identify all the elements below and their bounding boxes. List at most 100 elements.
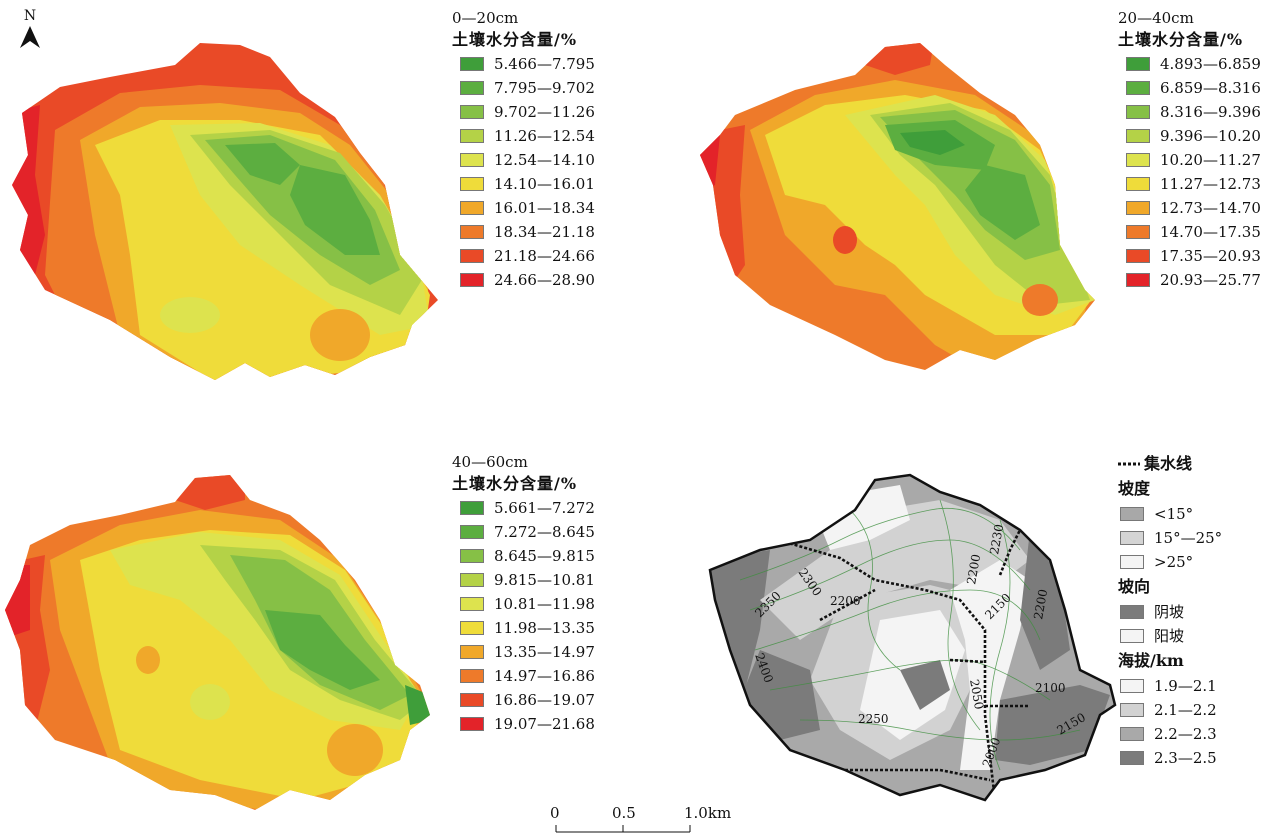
legend-label: 16.86—19.07 — [494, 691, 595, 709]
legend-label: 11.98—13.35 — [494, 619, 595, 637]
moisture-map-20-40cm — [700, 43, 1095, 370]
legend-label: 2.2—2.3 — [1154, 724, 1217, 743]
legend-label: 5.661—7.272 — [494, 499, 595, 517]
legend-item: 10.20—11.27 — [1118, 148, 1261, 172]
legend-item: 7.795—9.702 — [452, 76, 595, 100]
legend-label: >25° — [1154, 552, 1194, 571]
legend-swatch — [460, 273, 484, 287]
legend-item: >25° — [1118, 550, 1222, 574]
legend-swatch — [460, 693, 484, 707]
legend-label: 4.893—6.859 — [1160, 55, 1261, 73]
legend-0-20cm: 0—20cm 土壤水分含量/% 5.466—7.795 7.795—9.702 … — [452, 8, 595, 292]
legend-swatch — [1126, 225, 1150, 239]
north-label: N — [23, 8, 37, 24]
north-arrow-icon — [20, 26, 40, 48]
legend-label: 18.34—21.18 — [494, 223, 595, 241]
contour-label: 2100 — [1035, 681, 1066, 695]
legend-label: 24.66—28.90 — [494, 271, 595, 289]
contour-label: 2200 — [1031, 588, 1050, 621]
legend-20-40cm: 20—40cm 土壤水分含量/% 4.893—6.859 6.859—8.316… — [1118, 8, 1261, 292]
legend-catchment: 集水线 — [1118, 452, 1222, 476]
legend-swatch — [1120, 555, 1144, 569]
legend-label: 5.466—7.795 — [494, 55, 595, 73]
legend-item: 16.01—18.34 — [452, 196, 595, 220]
legend-40-60cm: 40—60cm 土壤水分含量/% 5.661—7.272 7.272—8.645… — [452, 452, 595, 736]
legend-item: 14.10—16.01 — [452, 172, 595, 196]
legend-label: 13.35—14.97 — [494, 643, 595, 661]
legend-item: 11.98—13.35 — [452, 616, 595, 640]
legend-item: 14.97—16.86 — [452, 664, 595, 688]
legend-swatch — [1126, 105, 1150, 119]
scale-bar: 0 0.5 1.0km — [548, 804, 738, 838]
legend-swatch — [460, 669, 484, 683]
legend-item: 7.272—8.645 — [452, 520, 595, 544]
legend-label: 19.07—21.68 — [494, 715, 595, 733]
legend-swatch — [1126, 177, 1150, 191]
legend-swatch — [1126, 201, 1150, 215]
contour-label: 2230 — [987, 523, 1006, 556]
scale-tick-label: 0.5 — [612, 804, 636, 822]
legend-label: 阴坡 — [1154, 602, 1185, 621]
legend-section-title: 坡向 — [1118, 577, 1151, 596]
legend-swatch — [460, 597, 484, 611]
legend-swatch — [460, 57, 484, 71]
legend-label: 17.35—20.93 — [1160, 247, 1261, 265]
legend-item: 5.661—7.272 — [452, 496, 595, 520]
legend-label: 9.396—10.20 — [1160, 127, 1261, 145]
legend-label: 1.9—2.1 — [1154, 676, 1217, 695]
legend-item: 12.54—14.10 — [452, 148, 595, 172]
legend-swatch — [1126, 57, 1150, 71]
legend-item: 阳坡 — [1118, 624, 1222, 648]
legend-swatch — [1126, 153, 1150, 167]
legend-terrain: 集水线 坡度 <15° 15°—25° >25° 坡向 阴坡 阳坡 海拔/km … — [1118, 452, 1222, 770]
legend-title: 土壤水分含量/% — [452, 474, 578, 493]
legend-swatch — [1120, 751, 1144, 765]
legend-label: 6.859—8.316 — [1160, 79, 1261, 97]
legend-swatch — [460, 549, 484, 563]
legend-swatch — [460, 201, 484, 215]
legend-swatch — [1126, 249, 1150, 263]
legend-swatch — [460, 225, 484, 239]
legend-label: 12.73—14.70 — [1160, 199, 1261, 217]
legend-depth: 40—60cm — [452, 453, 528, 471]
legend-swatch — [460, 105, 484, 119]
scale-tick-label: 1.0km — [684, 804, 732, 822]
legend-swatch — [1120, 507, 1144, 521]
legend-label: 11.27—12.73 — [1160, 175, 1261, 193]
legend-swatch — [1126, 273, 1150, 287]
legend-item: 16.86—19.07 — [452, 688, 595, 712]
legend-item: 19.07—21.68 — [452, 712, 595, 736]
legend-item: 2.3—2.5 — [1118, 746, 1222, 770]
legend-item: 8.316—9.396 — [1118, 100, 1261, 124]
legend-item: 2.1—2.2 — [1118, 698, 1222, 722]
legend-label: 7.272—8.645 — [494, 523, 595, 541]
legend-label: 2.3—2.5 — [1154, 748, 1217, 767]
legend-item: 4.893—6.859 — [1118, 52, 1261, 76]
legend-item: 5.466—7.795 — [452, 52, 595, 76]
scale-tick-label: 0 — [550, 804, 560, 822]
legend-label: 14.10—16.01 — [494, 175, 595, 193]
legend-swatch — [1126, 81, 1150, 95]
north-arrow: N — [18, 8, 42, 54]
legend-swatch — [460, 249, 484, 263]
legend-label: 11.26—12.54 — [494, 127, 595, 145]
contour-label: 2200 — [964, 553, 983, 586]
legend-swatch — [1120, 703, 1144, 717]
legend-label: 阳坡 — [1154, 626, 1185, 645]
legend-swatch — [460, 153, 484, 167]
legend-swatch — [460, 717, 484, 731]
legend-swatch — [1120, 531, 1144, 545]
legend-title: 土壤水分含量/% — [1118, 30, 1244, 49]
legend-swatch — [1126, 129, 1150, 143]
legend-item: 9.396—10.20 — [1118, 124, 1261, 148]
legend-label: 8.316—9.396 — [1160, 103, 1261, 121]
legend-swatch — [460, 501, 484, 515]
legend-section-title: 坡度 — [1118, 479, 1151, 498]
legend-label: 14.97—16.86 — [494, 667, 595, 685]
legend-label: 16.01—18.34 — [494, 199, 595, 217]
legend-label: 集水线 — [1144, 454, 1193, 473]
moisture-map-0-20cm — [12, 43, 438, 380]
legend-swatch — [460, 129, 484, 143]
legend-item: 阴坡 — [1118, 600, 1222, 624]
legend-item: 24.66—28.90 — [452, 268, 595, 292]
